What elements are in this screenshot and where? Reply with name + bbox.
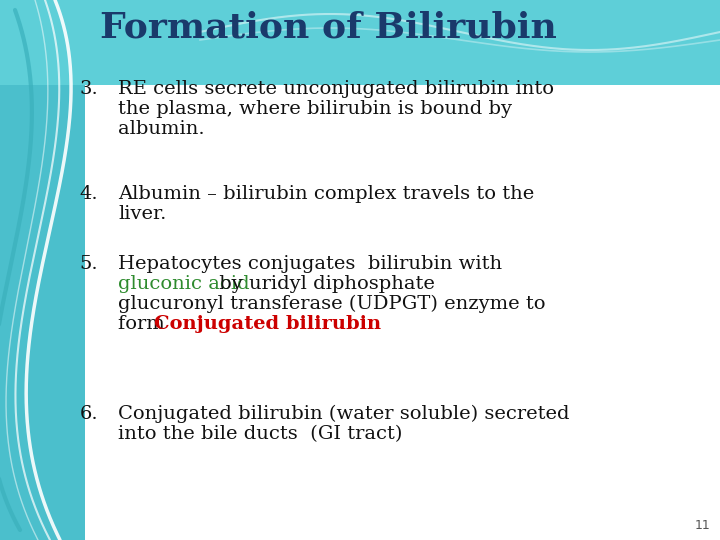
Text: the plasma, where bilirubin is bound by: the plasma, where bilirubin is bound by (118, 100, 512, 118)
Text: 5.: 5. (79, 255, 98, 273)
Text: Formation of Bilirubin: Formation of Bilirubin (100, 10, 557, 44)
Text: Conjugated bilirubin: Conjugated bilirubin (154, 315, 382, 333)
FancyBboxPatch shape (0, 0, 85, 540)
Text: Conjugated bilirubin (water soluble) secreted: Conjugated bilirubin (water soluble) sec… (118, 405, 570, 423)
Text: glucuronyl transferase (UDPGT) enzyme to: glucuronyl transferase (UDPGT) enzyme to (118, 295, 546, 313)
Text: Hepatocytes conjugates  bilirubin with: Hepatocytes conjugates bilirubin with (118, 255, 502, 273)
FancyBboxPatch shape (85, 0, 720, 85)
Text: Albumin – bilirubin complex travels to the: Albumin – bilirubin complex travels to t… (118, 185, 534, 203)
Text: by uridyl diphosphate: by uridyl diphosphate (212, 275, 434, 293)
FancyBboxPatch shape (0, 0, 85, 85)
Text: into the bile ducts  (GI tract): into the bile ducts (GI tract) (118, 425, 402, 443)
Text: 4.: 4. (79, 185, 98, 203)
Text: form: form (118, 315, 171, 333)
Text: RE cells secrete unconjugated bilirubin into: RE cells secrete unconjugated bilirubin … (118, 80, 554, 98)
Text: albumin.: albumin. (118, 120, 204, 138)
Text: gluconic acid: gluconic acid (118, 275, 250, 293)
Text: liver.: liver. (118, 205, 166, 223)
Text: 6.: 6. (79, 405, 98, 423)
Text: 11: 11 (694, 519, 710, 532)
Text: 3.: 3. (79, 80, 98, 98)
